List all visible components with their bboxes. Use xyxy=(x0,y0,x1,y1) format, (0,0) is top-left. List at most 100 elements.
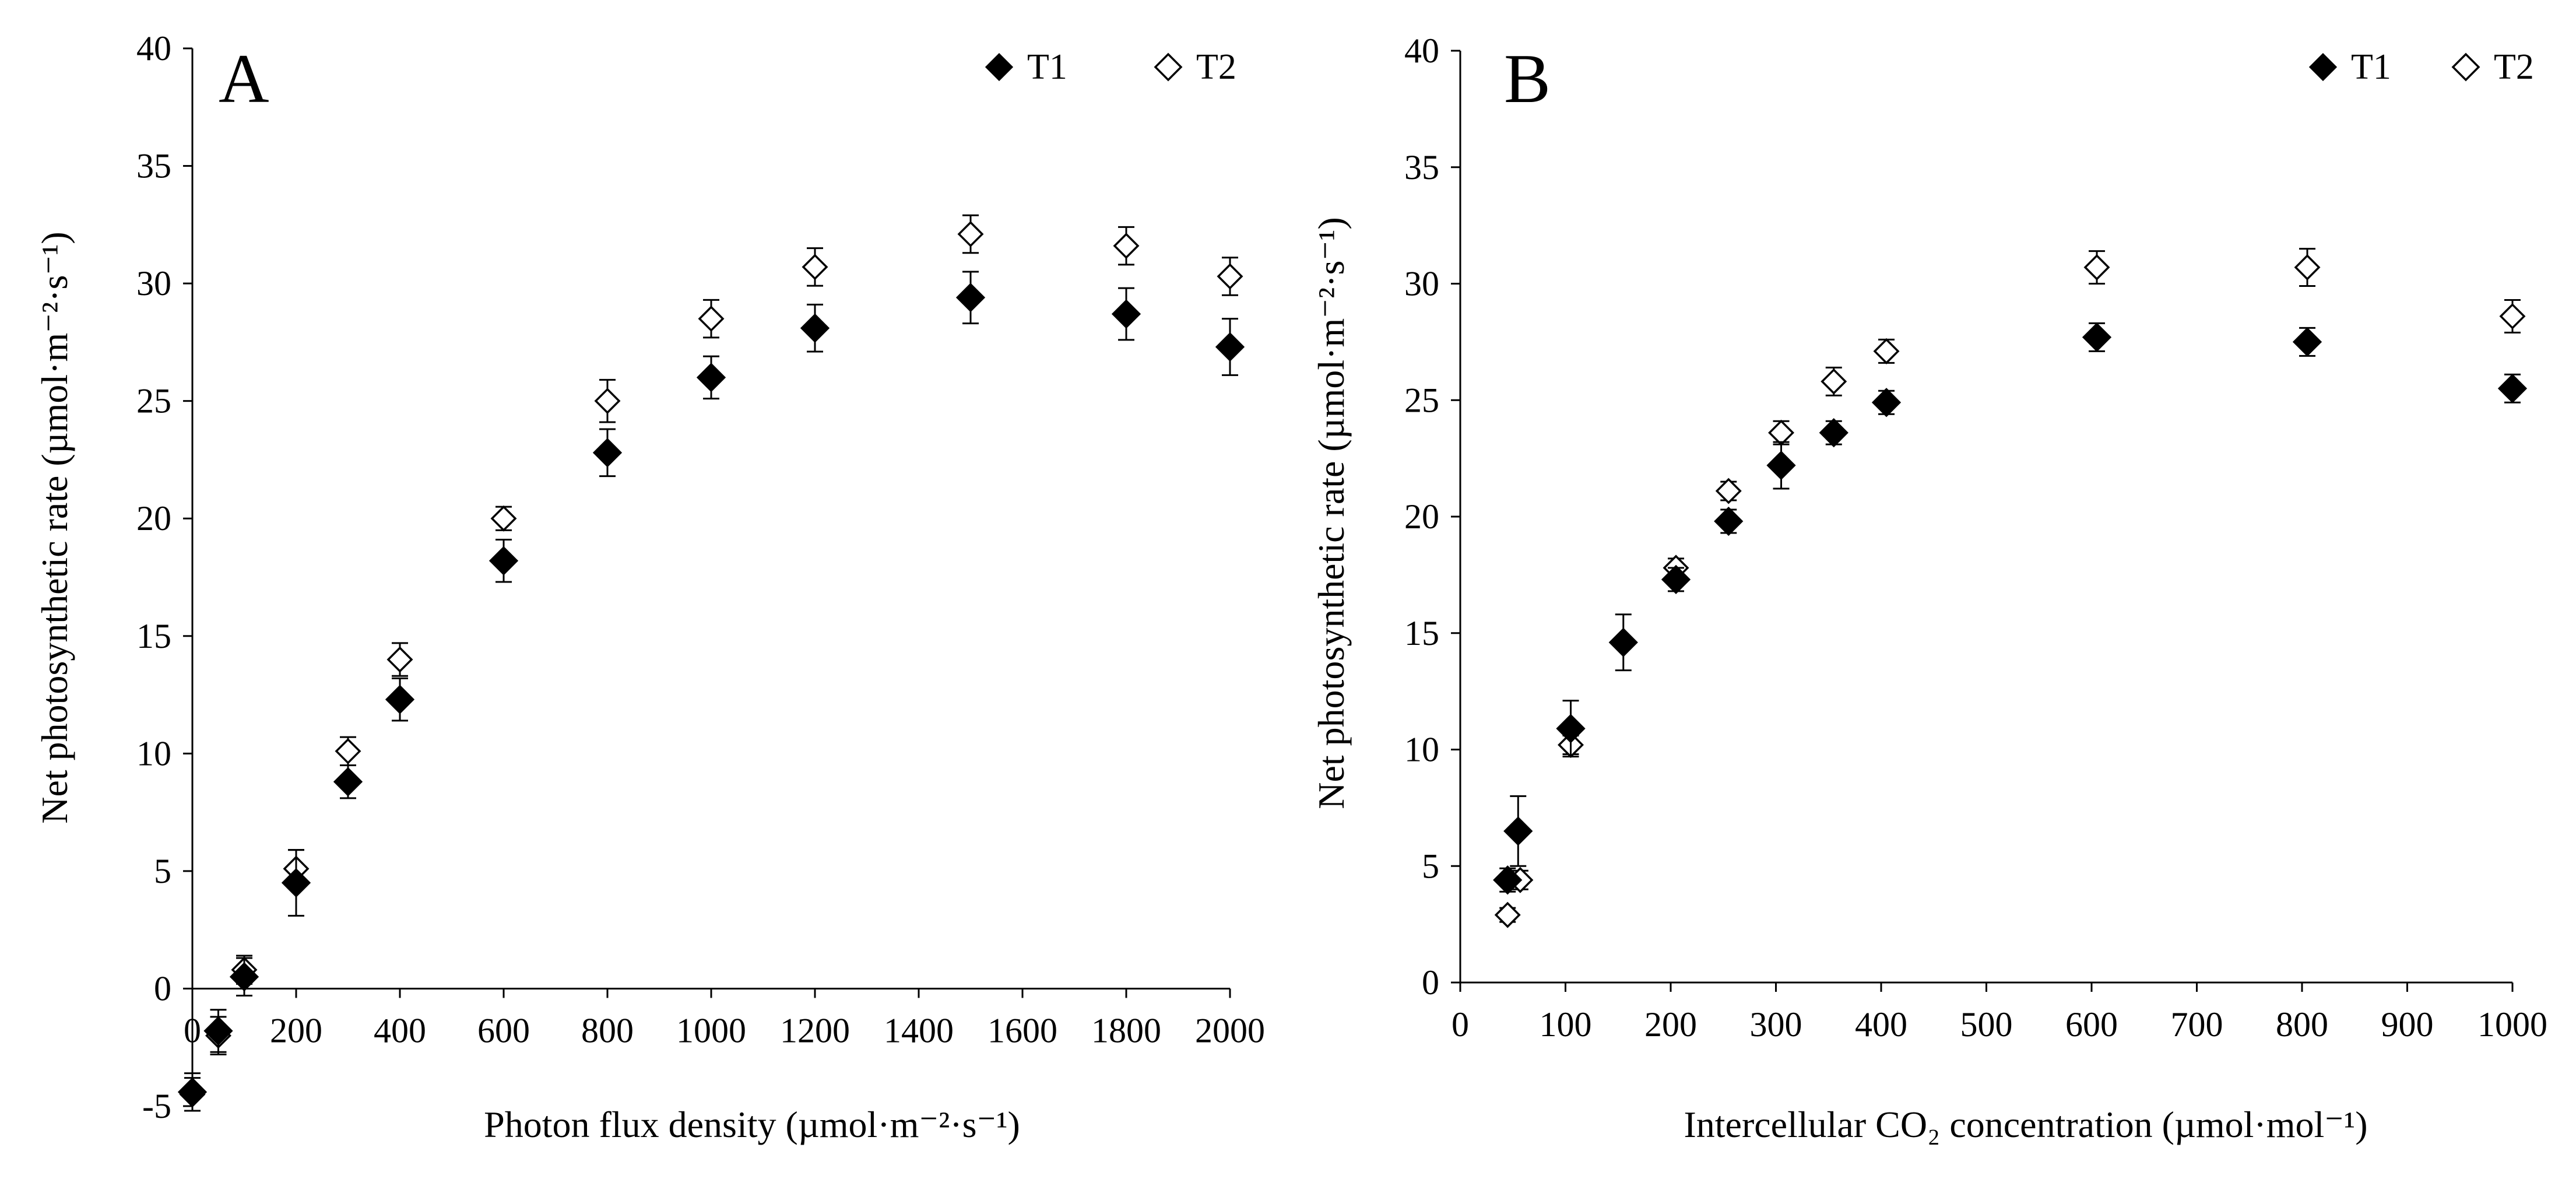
panel-b-point-t2 xyxy=(2083,254,2110,281)
panel-b-x-tick-label: 400 xyxy=(1855,1005,1907,1044)
panel-b-point-t1 xyxy=(1819,418,1848,448)
panel-b-y-tick-label: 30 xyxy=(1404,265,1439,303)
panel-b-legend: T1 T2 xyxy=(2308,47,2534,87)
panel-a-x-tick-label: 600 xyxy=(477,1011,530,1050)
panel-a-x-axis-title: Photon flux density (µmol·m⁻²·s⁻¹) xyxy=(484,1104,1020,1145)
panel-a-x-tick-label: 1600 xyxy=(987,1011,1057,1050)
panel-b: B T1 T2 Net photosynthetic rate (µmol·m⁻… xyxy=(1310,31,2547,1145)
panel-a-point-t1 xyxy=(203,1016,233,1046)
legend-label-t1: T1 xyxy=(2351,47,2391,87)
panel-a-y-tick-label: 5 xyxy=(154,852,171,890)
legend-marker-t1 xyxy=(2308,52,2338,82)
panel-a-point-t2 xyxy=(490,505,517,532)
panel-b-x-tick-label: 0 xyxy=(1452,1005,1469,1044)
panel-b-point-t1 xyxy=(1766,450,1796,480)
panel-b-point-t2 xyxy=(2294,254,2321,281)
panel-b-y-axis-title: Net photosynthetic rate (µmol·m⁻²·s⁻¹) xyxy=(1310,217,1352,809)
panel-b-x-tick-label: 800 xyxy=(2276,1005,2328,1044)
panel-b-point-t1 xyxy=(2082,322,2112,352)
panel-a-point-t1 xyxy=(229,962,259,992)
panel-b-x-axis-title: Intercellular CO₂ concentration (µmol·mo… xyxy=(1684,1104,2367,1145)
panel-a-y-tick-label: 20 xyxy=(136,499,171,538)
panel-b-x-tick-label: 600 xyxy=(2065,1005,2118,1044)
panel-a-point-t1 xyxy=(385,685,415,714)
panel-b-x-tick-label: 900 xyxy=(2381,1005,2434,1044)
panel-a-point-t2 xyxy=(1217,263,1243,290)
panel-b-point-t2 xyxy=(1494,901,1521,928)
panel-a: A T1 T2 Net photosynthetic rate (µmol·m⁻… xyxy=(34,29,1265,1145)
panel-b-point-t1 xyxy=(2292,327,2322,357)
panel-a-x-tick-label: 2000 xyxy=(1195,1011,1265,1050)
panel-a-point-t1 xyxy=(177,1077,208,1107)
panel-b-letter: B xyxy=(1504,40,1551,117)
panel-b-x-tick-label: 100 xyxy=(1540,1005,1592,1044)
panel-a-y-tick-label: 30 xyxy=(136,264,171,303)
panel-b-y-tick-label: 35 xyxy=(1404,148,1439,187)
panel-b-point-t2 xyxy=(1715,478,1742,504)
panel-a-point-t2 xyxy=(386,646,413,673)
panel-a-point-t2 xyxy=(957,220,984,247)
panel-a-point-t1 xyxy=(489,546,519,576)
legend-label-t1: T1 xyxy=(1027,47,1067,87)
panel-a-point-t1 xyxy=(281,868,311,898)
panel-a-y-tick-label: 25 xyxy=(136,382,171,420)
panel-a-x-tick-label: 800 xyxy=(581,1011,634,1050)
panel-b-point-t2 xyxy=(1873,338,1900,364)
panel-b-y-tick-label: 0 xyxy=(1422,963,1439,1002)
panel-b-x-tick-label: 500 xyxy=(1960,1005,2013,1044)
panel-b-y-tick-label: 25 xyxy=(1404,381,1439,419)
panel-b-point-t1 xyxy=(1503,816,1533,846)
legend-marker-t2 xyxy=(1154,52,1183,82)
panel-a-point-t2 xyxy=(594,388,621,415)
panel-a-point-t1 xyxy=(333,767,363,796)
panel-a-point-t1 xyxy=(1111,299,1141,329)
panel-a-x-tick-label: 1000 xyxy=(676,1011,746,1050)
legend-label-t2: T2 xyxy=(1196,47,1236,87)
panel-a-y-axis-title: Net photosynthetic rate (µmol·m⁻²·s⁻¹) xyxy=(34,231,75,823)
panel-a-x-tick-label: 1200 xyxy=(780,1011,850,1050)
panel-b-y-tick-label: 15 xyxy=(1404,614,1439,652)
panel-a-y-tick-label: 15 xyxy=(136,617,171,655)
panel-a-y-tick-label: -5 xyxy=(142,1087,171,1125)
panel-b-y-tick-label: 10 xyxy=(1404,731,1439,769)
panel-b-x-tick-label: 200 xyxy=(1644,1005,1697,1044)
panel-b-x-tick-label: 300 xyxy=(1750,1005,1802,1044)
panel-a-point-t1 xyxy=(592,438,623,468)
panel-b-point-t1 xyxy=(2497,374,2528,403)
panel-b-point-t1 xyxy=(1556,714,1586,743)
panel-a-point-t2 xyxy=(335,738,361,764)
panel-b-point-t2 xyxy=(2499,303,2526,329)
panel-a-point-t2 xyxy=(1113,233,1140,259)
panel-b-point-t2 xyxy=(1768,419,1794,446)
panel-b-point-t1 xyxy=(1493,865,1523,895)
panel-a-point-t1 xyxy=(955,283,986,313)
legend-marker-t2 xyxy=(2451,52,2480,82)
panel-a-point-t2 xyxy=(698,306,725,332)
panel-b-x-tick-label: 700 xyxy=(2171,1005,2223,1044)
legend-marker-t1 xyxy=(985,52,1014,82)
panel-a-y-tick-label: 10 xyxy=(136,734,171,773)
panel-a-letter: A xyxy=(219,40,269,117)
panel-a-legend: T1 T2 xyxy=(985,47,1236,87)
legend-label-t2: T2 xyxy=(2494,47,2534,87)
panel-b-x-tick-label: 1000 xyxy=(2477,1005,2547,1044)
panel-a-point-t2 xyxy=(802,254,828,280)
panel-a-x-tick-label: 400 xyxy=(374,1011,426,1050)
panel-a-x-tick-label: 1800 xyxy=(1091,1011,1161,1050)
panel-b-point-t2 xyxy=(1821,368,1847,395)
panel-a-x-tick-label: 200 xyxy=(270,1011,322,1050)
panel-b-y-tick-label: 40 xyxy=(1404,31,1439,70)
panel-b-point-t1 xyxy=(1714,506,1744,536)
panel-a-y-tick-label: 35 xyxy=(136,147,171,185)
panel-a-point-t1 xyxy=(1215,332,1245,362)
panel-a-point-t1 xyxy=(800,313,830,343)
panel-b-point-t1 xyxy=(1608,627,1638,657)
panel-b-point-t1 xyxy=(1871,388,1902,417)
panel-a-x-tick-label: 0 xyxy=(184,1011,201,1050)
panel-b-y-tick-label: 5 xyxy=(1422,847,1439,885)
panel-a-y-tick-label: 40 xyxy=(136,29,171,68)
panel-a-y-tick-label: 0 xyxy=(154,969,171,1008)
panel-a-x-tick-label: 1400 xyxy=(884,1011,954,1050)
panel-b-point-t1 xyxy=(1661,564,1691,594)
